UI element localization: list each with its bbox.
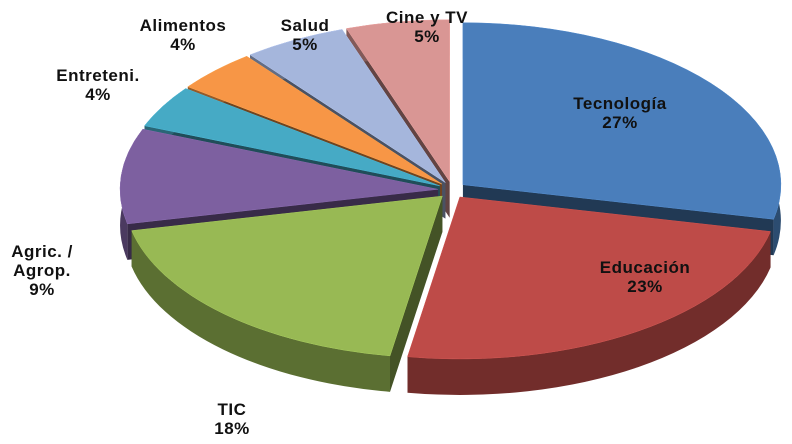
category-label: Entreteni. <box>56 66 140 85</box>
value-label: 9% <box>29 280 55 299</box>
value-label: 5% <box>292 35 318 54</box>
slice-label: Educación 23% <box>600 258 690 296</box>
slice-top <box>346 19 450 183</box>
category-label: TIC <box>217 400 247 419</box>
value-label: 4% <box>170 35 196 54</box>
slice-top <box>119 128 439 225</box>
category-label: Cine y TV <box>386 8 468 27</box>
value-label: 27% <box>602 113 638 132</box>
value-label: 23% <box>627 277 663 296</box>
slice-top <box>249 29 446 183</box>
slice-wall <box>131 230 391 392</box>
slice-label: Agric. / Agrop. 9% <box>11 242 73 299</box>
category-label: Educación <box>599 258 691 277</box>
slice <box>407 196 771 395</box>
slice-top <box>131 195 443 357</box>
slice-top <box>462 22 782 220</box>
value-label: 5% <box>414 27 440 46</box>
slice-top <box>407 196 771 360</box>
slice-side <box>390 196 443 392</box>
slice-top <box>144 88 440 187</box>
slice <box>131 195 443 392</box>
slice-label: Entreteni. 4% <box>56 66 139 104</box>
value-label: 4% <box>85 85 111 104</box>
slice-label: Tecnología 27% <box>573 94 666 132</box>
category-label: Alimentos <box>139 16 227 35</box>
slice-wall <box>407 231 771 395</box>
slice-label: Salud 5% <box>281 16 330 54</box>
value-label: 18% <box>214 419 250 438</box>
category-label: Agric. / Agrop. <box>11 242 73 280</box>
slice-label: TIC 18% <box>214 400 250 438</box>
slice-top <box>187 55 443 185</box>
slice-label: Cine y TV 5% <box>386 8 468 46</box>
slice-label: Alimentos 4% <box>140 16 227 54</box>
category-label: Salud <box>280 16 330 35</box>
category-label: Tecnología <box>573 94 667 113</box>
